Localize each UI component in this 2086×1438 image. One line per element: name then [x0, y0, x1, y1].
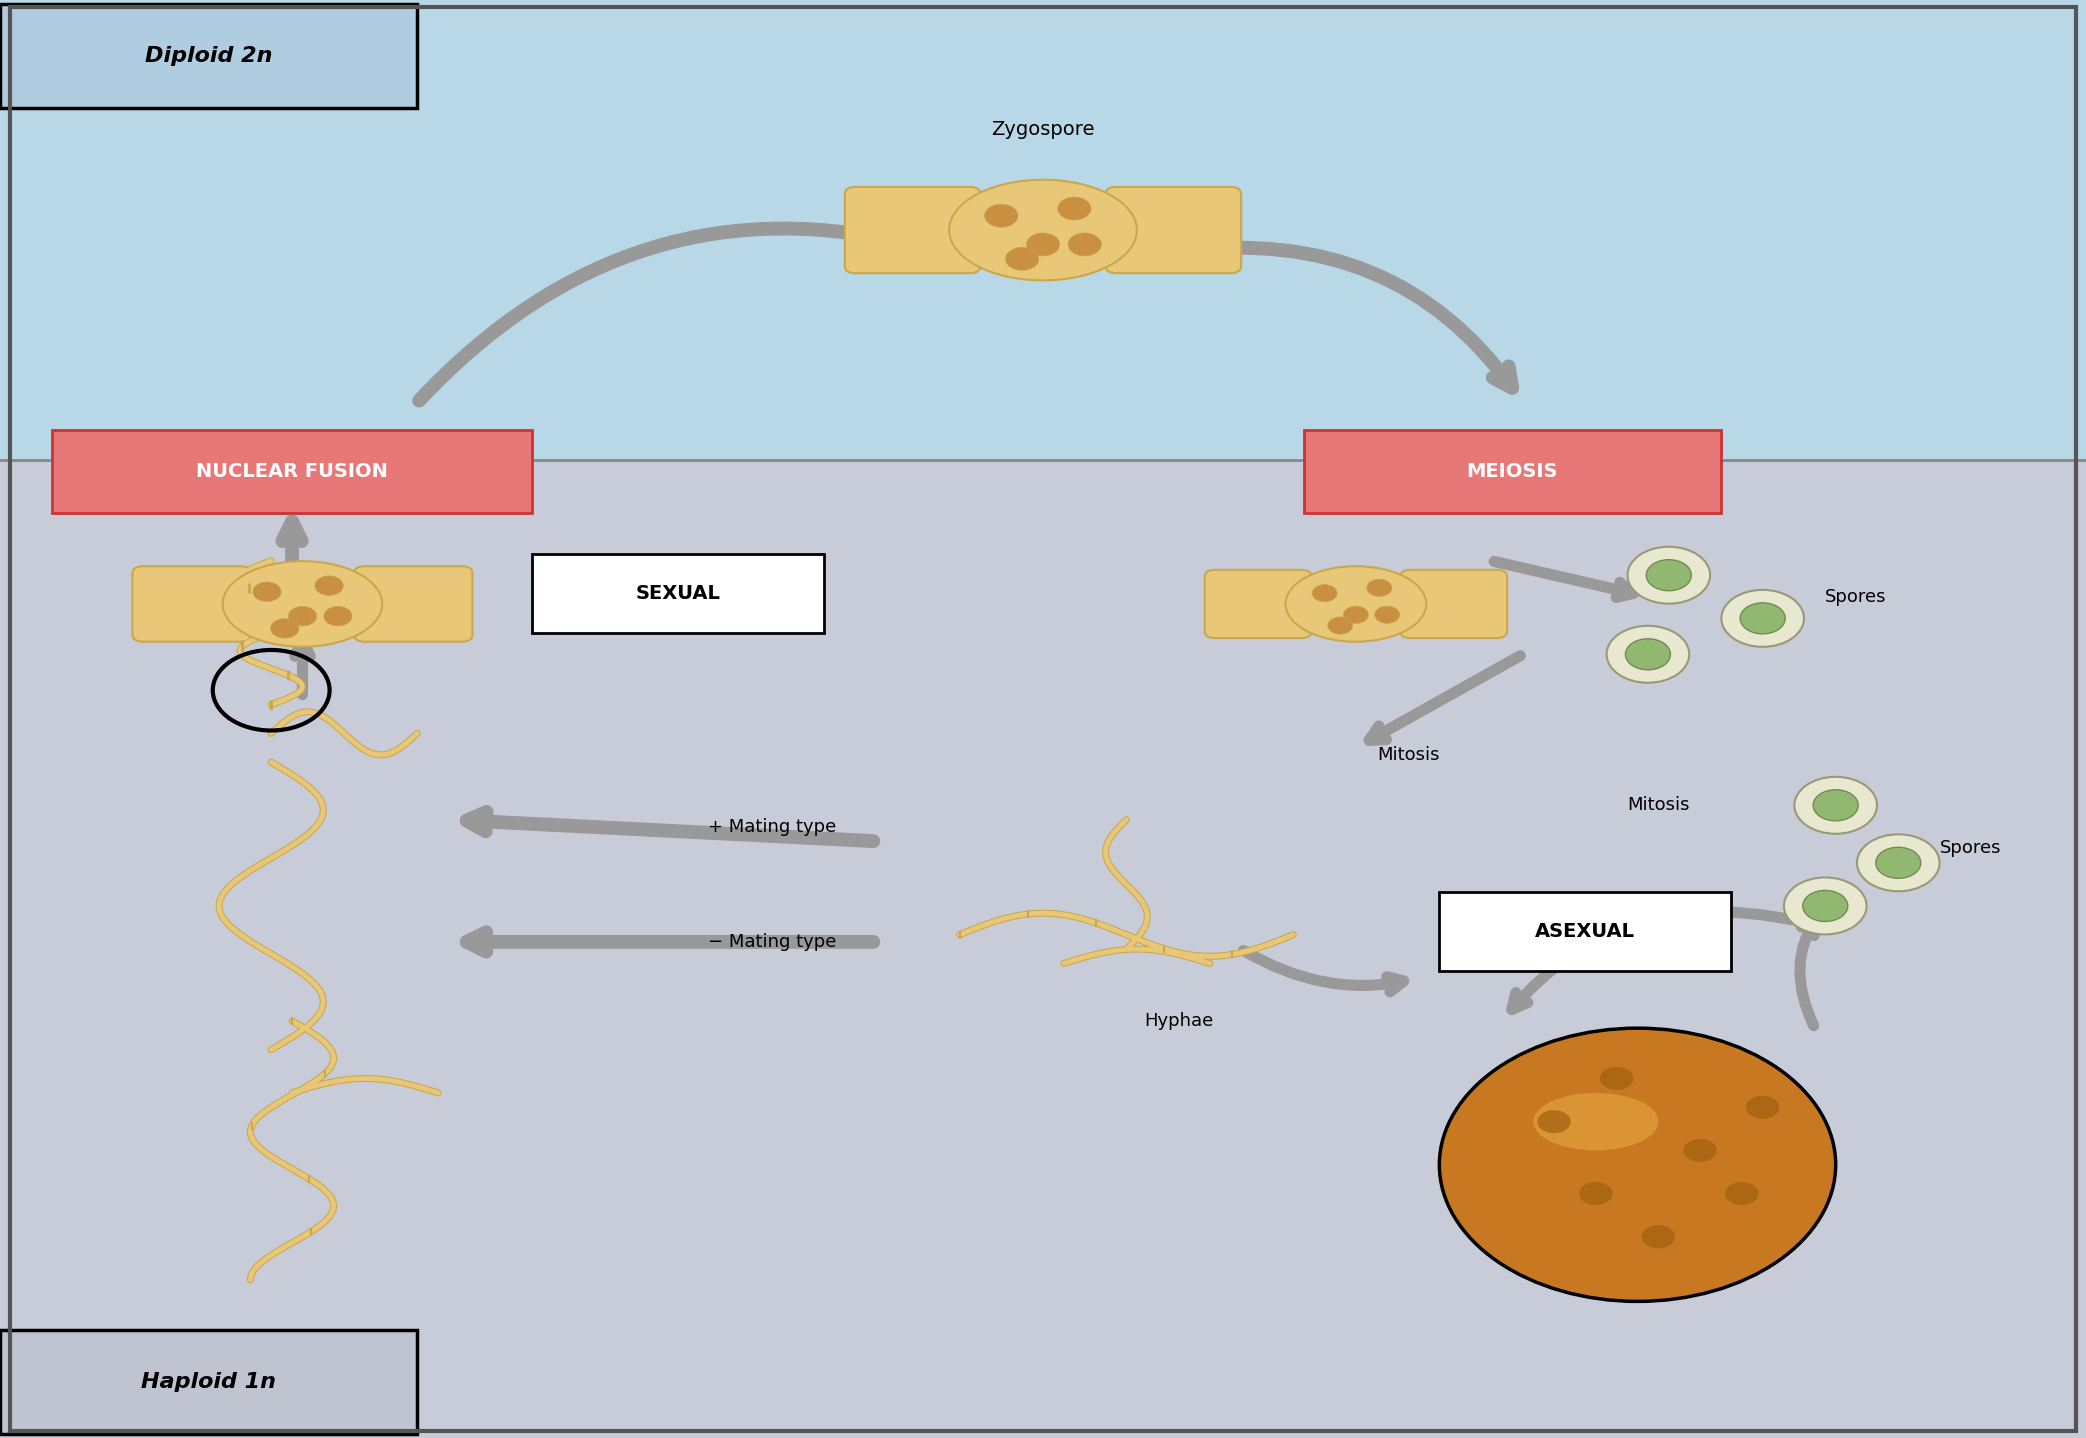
- Circle shape: [1740, 603, 1786, 634]
- Circle shape: [1068, 233, 1101, 256]
- Text: Diploid 2n: Diploid 2n: [144, 46, 273, 66]
- Ellipse shape: [1533, 1093, 1658, 1150]
- Circle shape: [1625, 638, 1671, 670]
- Circle shape: [1343, 607, 1368, 624]
- Text: Mitosis: Mitosis: [1377, 746, 1439, 764]
- Text: Zygospore: Zygospore: [991, 119, 1095, 139]
- Text: Mitosis: Mitosis: [1627, 797, 1690, 814]
- Text: Haploid 1n: Haploid 1n: [142, 1372, 275, 1392]
- FancyBboxPatch shape: [1106, 187, 1241, 273]
- FancyBboxPatch shape: [1304, 430, 1721, 513]
- Circle shape: [1312, 585, 1337, 603]
- Circle shape: [1794, 777, 1877, 834]
- Text: SEXUAL: SEXUAL: [636, 584, 720, 603]
- FancyBboxPatch shape: [131, 567, 250, 641]
- Text: ASEXUAL: ASEXUAL: [1535, 922, 1635, 940]
- Circle shape: [1875, 847, 1921, 879]
- Circle shape: [1627, 546, 1711, 604]
- FancyBboxPatch shape: [0, 460, 2086, 1438]
- Circle shape: [1026, 233, 1060, 256]
- Circle shape: [1746, 1096, 1779, 1119]
- Circle shape: [323, 607, 353, 626]
- FancyBboxPatch shape: [1439, 892, 1731, 971]
- Circle shape: [1327, 617, 1354, 634]
- Circle shape: [1375, 607, 1400, 624]
- Ellipse shape: [949, 180, 1137, 280]
- Circle shape: [1058, 197, 1091, 220]
- Circle shape: [1537, 1110, 1571, 1133]
- Circle shape: [1005, 247, 1039, 270]
- Ellipse shape: [1285, 567, 1427, 641]
- Circle shape: [1366, 580, 1391, 597]
- FancyBboxPatch shape: [532, 554, 824, 633]
- Text: Spores: Spores: [1825, 588, 1886, 605]
- FancyBboxPatch shape: [845, 187, 980, 273]
- FancyBboxPatch shape: [0, 0, 2086, 460]
- Circle shape: [315, 575, 344, 595]
- FancyBboxPatch shape: [1400, 569, 1506, 638]
- Circle shape: [1802, 890, 1848, 922]
- Circle shape: [1683, 1139, 1717, 1162]
- Text: Spores: Spores: [1940, 840, 2000, 857]
- Circle shape: [1857, 834, 1940, 892]
- FancyBboxPatch shape: [0, 4, 417, 108]
- Text: Hyphae: Hyphae: [1143, 1012, 1214, 1030]
- Circle shape: [1646, 559, 1692, 591]
- FancyBboxPatch shape: [355, 567, 471, 641]
- Circle shape: [1579, 1182, 1612, 1205]
- Text: − Mating type: − Mating type: [707, 933, 836, 951]
- Text: NUCLEAR FUSION: NUCLEAR FUSION: [196, 462, 388, 482]
- Circle shape: [1600, 1067, 1633, 1090]
- Circle shape: [1439, 1028, 1836, 1301]
- Text: + Mating type: + Mating type: [707, 818, 836, 835]
- Circle shape: [271, 618, 298, 638]
- Circle shape: [1784, 877, 1867, 935]
- FancyBboxPatch shape: [0, 1330, 417, 1434]
- Ellipse shape: [223, 561, 382, 647]
- Circle shape: [985, 204, 1018, 227]
- Circle shape: [1642, 1225, 1675, 1248]
- FancyBboxPatch shape: [1204, 569, 1312, 638]
- Circle shape: [252, 582, 282, 601]
- Circle shape: [1813, 789, 1859, 821]
- Circle shape: [288, 607, 317, 626]
- Circle shape: [1721, 590, 1804, 647]
- Circle shape: [1606, 626, 1690, 683]
- FancyBboxPatch shape: [52, 430, 532, 513]
- Text: MEIOSIS: MEIOSIS: [1466, 462, 1558, 482]
- Circle shape: [1725, 1182, 1758, 1205]
